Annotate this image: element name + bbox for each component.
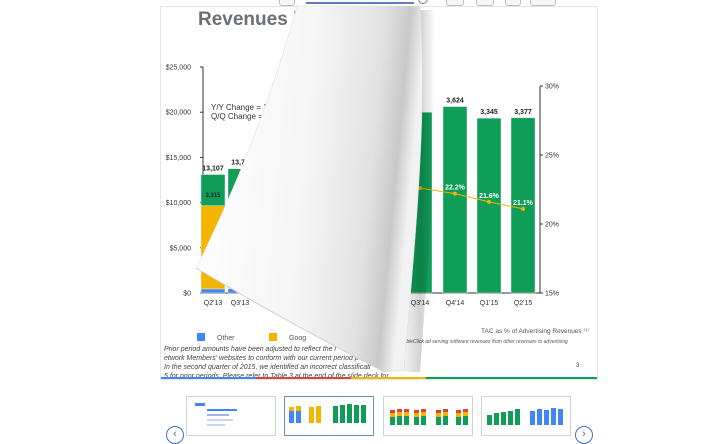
y-tick-label: $15,000: [166, 155, 191, 162]
thumbnail-slide-3[interactable]: [284, 396, 374, 436]
bar-segment: [227, 168, 253, 203]
y-tick-label: $20,000: [166, 110, 191, 117]
footnote-4: 5 for prior periods. Please refer to Tab…: [164, 373, 389, 379]
tac-point: [453, 191, 457, 196]
legend-swatch: [197, 333, 205, 341]
bar-total-label: 3,377: [514, 109, 532, 116]
qq-change-label: Q/Q Change = 3%: [211, 112, 277, 121]
bar-segment: [227, 288, 253, 294]
tac-point: [521, 206, 525, 211]
bar-segment: [510, 117, 536, 294]
x-tick-label: Q3'14: [411, 300, 430, 307]
y-tick-label: $10,000: [166, 200, 191, 207]
slide-page: Revenues by R $0 $5,000 $10,000 $15,000 $20,…: [160, 6, 598, 380]
tac-point: [418, 186, 422, 191]
brand-color-bar: [161, 377, 597, 379]
prev-page-button[interactable]: ‹: [166, 426, 184, 444]
bar-segment: [407, 111, 433, 294]
share-icon[interactable]: [446, 0, 464, 6]
bar-segment: [442, 106, 468, 294]
segment-label: 3,315: [205, 193, 221, 199]
x-tick-label: Q4'14: [446, 300, 465, 307]
y-right-tick-label: 25%: [545, 153, 559, 160]
legend-item-other: Other: [197, 333, 235, 342]
y-right-tick-label: 20%: [545, 222, 559, 229]
tac-point-label: 21.1%: [513, 200, 534, 207]
thumbnail-slide-4[interactable]: [383, 396, 473, 436]
chevron-left-icon: ‹: [173, 428, 177, 440]
sidebar-toggle-icon[interactable]: [279, 0, 295, 6]
legend-swatch: [269, 333, 277, 341]
legend-label: Other: [217, 335, 235, 342]
footnote-3: In the second quarter of 2015, we identi…: [164, 364, 371, 371]
y-tick-label: $25,000: [166, 65, 191, 72]
y-right-tick-label: 15%: [545, 291, 559, 298]
search-icon[interactable]: [418, 0, 428, 4]
bar-total-label: 13,75: [231, 160, 249, 167]
bar-segment: [227, 202, 253, 289]
legend-label: Goog: [289, 335, 307, 342]
tac-note: TAC as % of Advertising Revenues ⁽¹⁾: [481, 328, 589, 335]
page-number: 3: [576, 363, 580, 369]
revenue-chart: $0 $5,000 $10,000 $15,000 $20,000 $25,000 15% 2…: [166, 65, 559, 308]
y-right-tick-label: 30%: [545, 84, 559, 91]
bar-segment: [200, 174, 226, 206]
tac-point: [487, 199, 491, 204]
bar-segment: [200, 205, 226, 290]
bar-total-label: 3,345: [480, 109, 498, 116]
settings-icon[interactable]: [476, 0, 494, 6]
x-tick-label: Q3'13: [231, 300, 250, 307]
tac-line: [419, 187, 524, 210]
classification-note: o DoubleClick ad serving software revenu…: [393, 339, 568, 345]
bar-total-label: 3,624: [446, 98, 464, 105]
legend-item-google: Goog: [269, 333, 306, 342]
fullscreen-icon[interactable]: [505, 0, 521, 6]
footnote-2: etwork Members' websites to conform with…: [164, 355, 359, 362]
zoom-control[interactable]: [530, 0, 556, 6]
y-tick-label: $0: [183, 291, 191, 298]
next-page-button[interactable]: ›: [575, 426, 593, 444]
bar-segment: [476, 117, 502, 294]
y-tick-label: $5,000: [170, 245, 192, 252]
tac-point-label: 21.6%: [479, 193, 500, 200]
yy-change-label: Y/Y Change = 11%: [211, 103, 279, 112]
bar-segment: [200, 288, 226, 294]
thumbnail-strip: [0, 386, 726, 436]
tac-point-label: 22.2%: [445, 185, 466, 192]
thumbnail-slide-5[interactable]: [481, 396, 571, 436]
chevron-right-icon: ›: [582, 428, 586, 440]
search-input[interactable]: [306, 0, 414, 4]
x-tick-label: Q2'15: [514, 300, 533, 307]
footnote-1: Prior period amounts have been adjusted …: [164, 346, 337, 353]
x-tick-label: Q1'15: [480, 300, 499, 307]
x-tick-label: Q2'13: [204, 300, 223, 307]
thumbnail-slide-2[interactable]: [186, 396, 276, 436]
bar-total-label: 13,107: [202, 166, 224, 173]
